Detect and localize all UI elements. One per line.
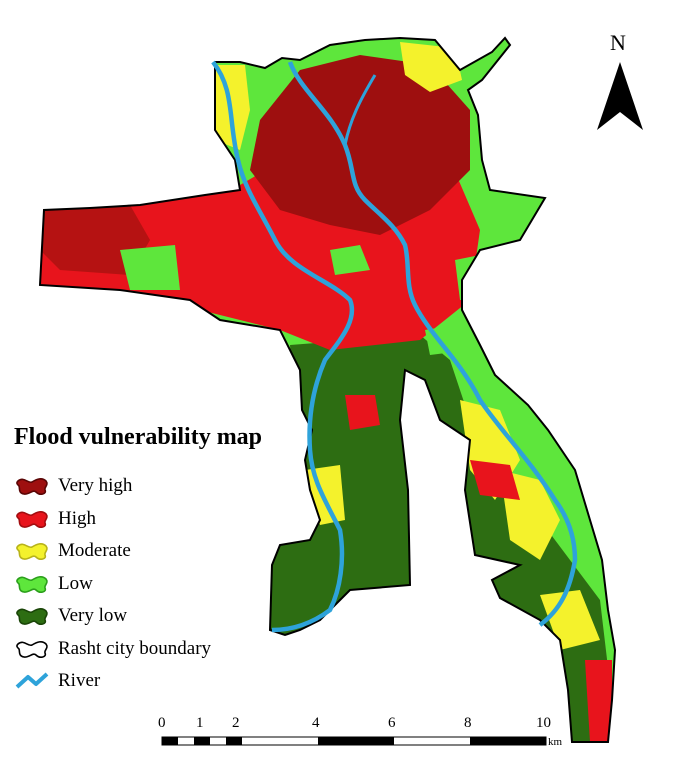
zone-high-s [345, 395, 380, 430]
north-arrow-icon [597, 62, 643, 130]
city-boundary [38, 36, 617, 743]
legend-item: Moderate [14, 535, 211, 568]
legend-label: Low [58, 572, 93, 594]
zone-low-center [330, 245, 370, 275]
zone-low-w [120, 245, 180, 290]
legend: Very high High Moderate Low Very low Rasht ci… [14, 470, 211, 698]
class-swatch-icon [16, 510, 48, 528]
scale-tick-label: 6 [388, 715, 396, 731]
legend-label: Moderate [58, 540, 131, 562]
legend-label: Rasht city boundary [58, 637, 212, 659]
class-swatch-icon [16, 543, 48, 561]
scale-tick-label: 10 [536, 715, 551, 731]
scale-tick-label: 8 [464, 715, 472, 731]
north-label: N [610, 30, 626, 55]
scale-tick-label: 2 [232, 715, 240, 731]
scale-tick-label: 4 [312, 715, 320, 731]
legend-item: High [14, 503, 211, 536]
legend-item: Very high [14, 470, 211, 503]
class-swatch-icon [16, 575, 48, 593]
legend-label: Very low [58, 605, 128, 627]
legend-label: River [58, 670, 101, 692]
river-east [287, 61, 578, 627]
zone-high-se [470, 460, 520, 500]
legend-label: Very high [58, 475, 133, 497]
class-swatch-icon [16, 478, 48, 496]
scale-tick-label: 1 [196, 715, 204, 731]
legend-item: Rasht city boundary [14, 633, 211, 666]
scale-tick-label: 0 [158, 715, 166, 731]
zone-very-high [250, 55, 470, 235]
zone-low-ne [455, 255, 485, 300]
zone-high-far-s [585, 660, 612, 742]
scale-bar [161, 736, 547, 746]
legend-item: Low [14, 568, 211, 601]
boundary-swatch-icon [16, 640, 48, 658]
scale-unit: km [548, 736, 563, 748]
zone-low-e [425, 325, 470, 355]
legend-item: River [14, 665, 211, 698]
river-swatch-icon [15, 672, 49, 689]
legend-label: High [58, 507, 96, 529]
class-swatch-icon [16, 608, 48, 626]
legend-item: Very low [14, 600, 211, 633]
river-west [211, 60, 355, 633]
river-north-branch [343, 74, 377, 146]
legend-title: Flood vulnerability map [14, 424, 263, 450]
